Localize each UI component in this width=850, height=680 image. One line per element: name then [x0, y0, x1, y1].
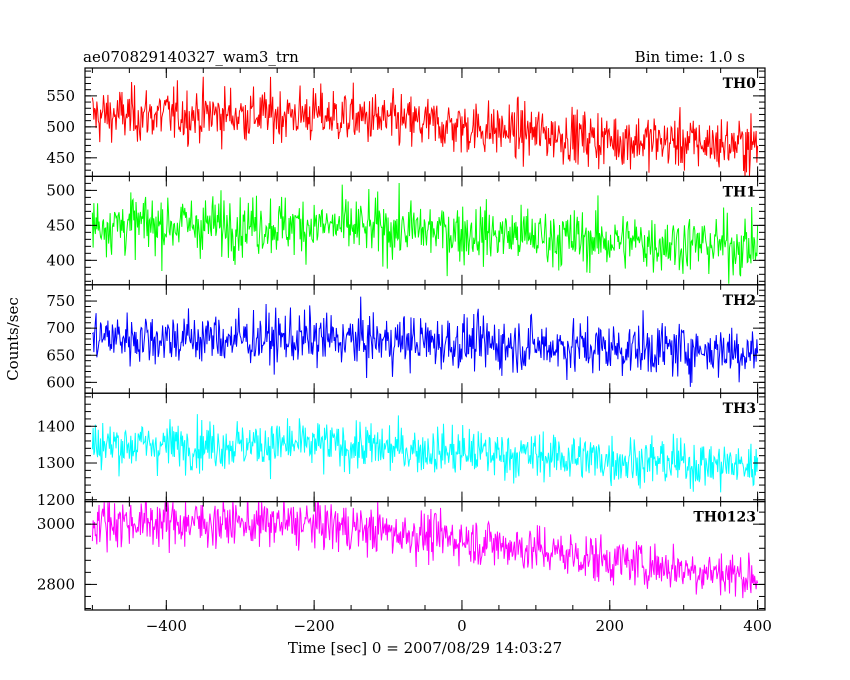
y-tick-label: 550 — [46, 87, 75, 105]
series-line-th1 — [91, 183, 759, 284]
y-tick-label: 750 — [46, 292, 75, 310]
y-tick-label: 500 — [46, 181, 75, 199]
y-tick-label: 450 — [46, 149, 75, 167]
series-line-th3 — [91, 414, 759, 493]
chart-title: ae070829140327_wam3_trn — [83, 48, 299, 66]
x-tick-label: 400 — [743, 617, 772, 635]
y-tick-label: 700 — [46, 319, 75, 337]
panel-th0: 450 500 550 TH0 — [46, 67, 766, 178]
y-tick-label: 1200 — [37, 491, 75, 509]
x-tick-label: −200 — [294, 617, 335, 635]
panel-label: TH3 — [723, 401, 756, 417]
panel-label: TH0 — [723, 76, 757, 92]
x-axis: −400 −200 0 200 400 — [146, 617, 772, 635]
panel-label: TH2 — [723, 293, 756, 309]
y-tick-label: 1400 — [37, 417, 75, 435]
x-tick-label: 0 — [457, 617, 467, 635]
panel-th3: 1200 1300 1400 TH3 — [37, 392, 766, 509]
panel-th0123: 2800 3000 TH0123 — [37, 501, 766, 611]
y-tick-label: 400 — [46, 251, 75, 269]
y-tick-label: 500 — [46, 118, 75, 136]
panel-label: TH1 — [723, 184, 756, 200]
x-tick-label: 200 — [595, 617, 624, 635]
y-tick-label: 450 — [46, 216, 75, 234]
y-tick-label: 1300 — [37, 454, 75, 472]
y-tick-label: 2800 — [37, 575, 75, 593]
panels-group: 450 500 550 TH0 400 450 500 TH1 600 650 700 750 TH2 1… — [37, 67, 766, 611]
y-tick-label: 600 — [46, 373, 75, 391]
x-axis-label: Time [sec] 0 = 2007/08/29 14:03:27 — [288, 639, 562, 657]
panel-th2: 600 650 700 750 TH2 — [46, 284, 766, 394]
series-line-th2 — [92, 296, 759, 387]
series-line-th0 — [91, 76, 759, 177]
panel-label: TH0123 — [693, 510, 756, 526]
y-tick-label: 650 — [46, 346, 75, 364]
series-line-th0123 — [91, 501, 759, 599]
y-tick-label: 3000 — [37, 515, 75, 533]
panel-th1: 400 450 500 TH1 — [46, 175, 766, 286]
x-tick-label: −400 — [146, 617, 187, 635]
bin-time-label: Bin time: 1.0 s — [635, 48, 745, 66]
y-axis-label: Counts/sec — [4, 297, 22, 381]
